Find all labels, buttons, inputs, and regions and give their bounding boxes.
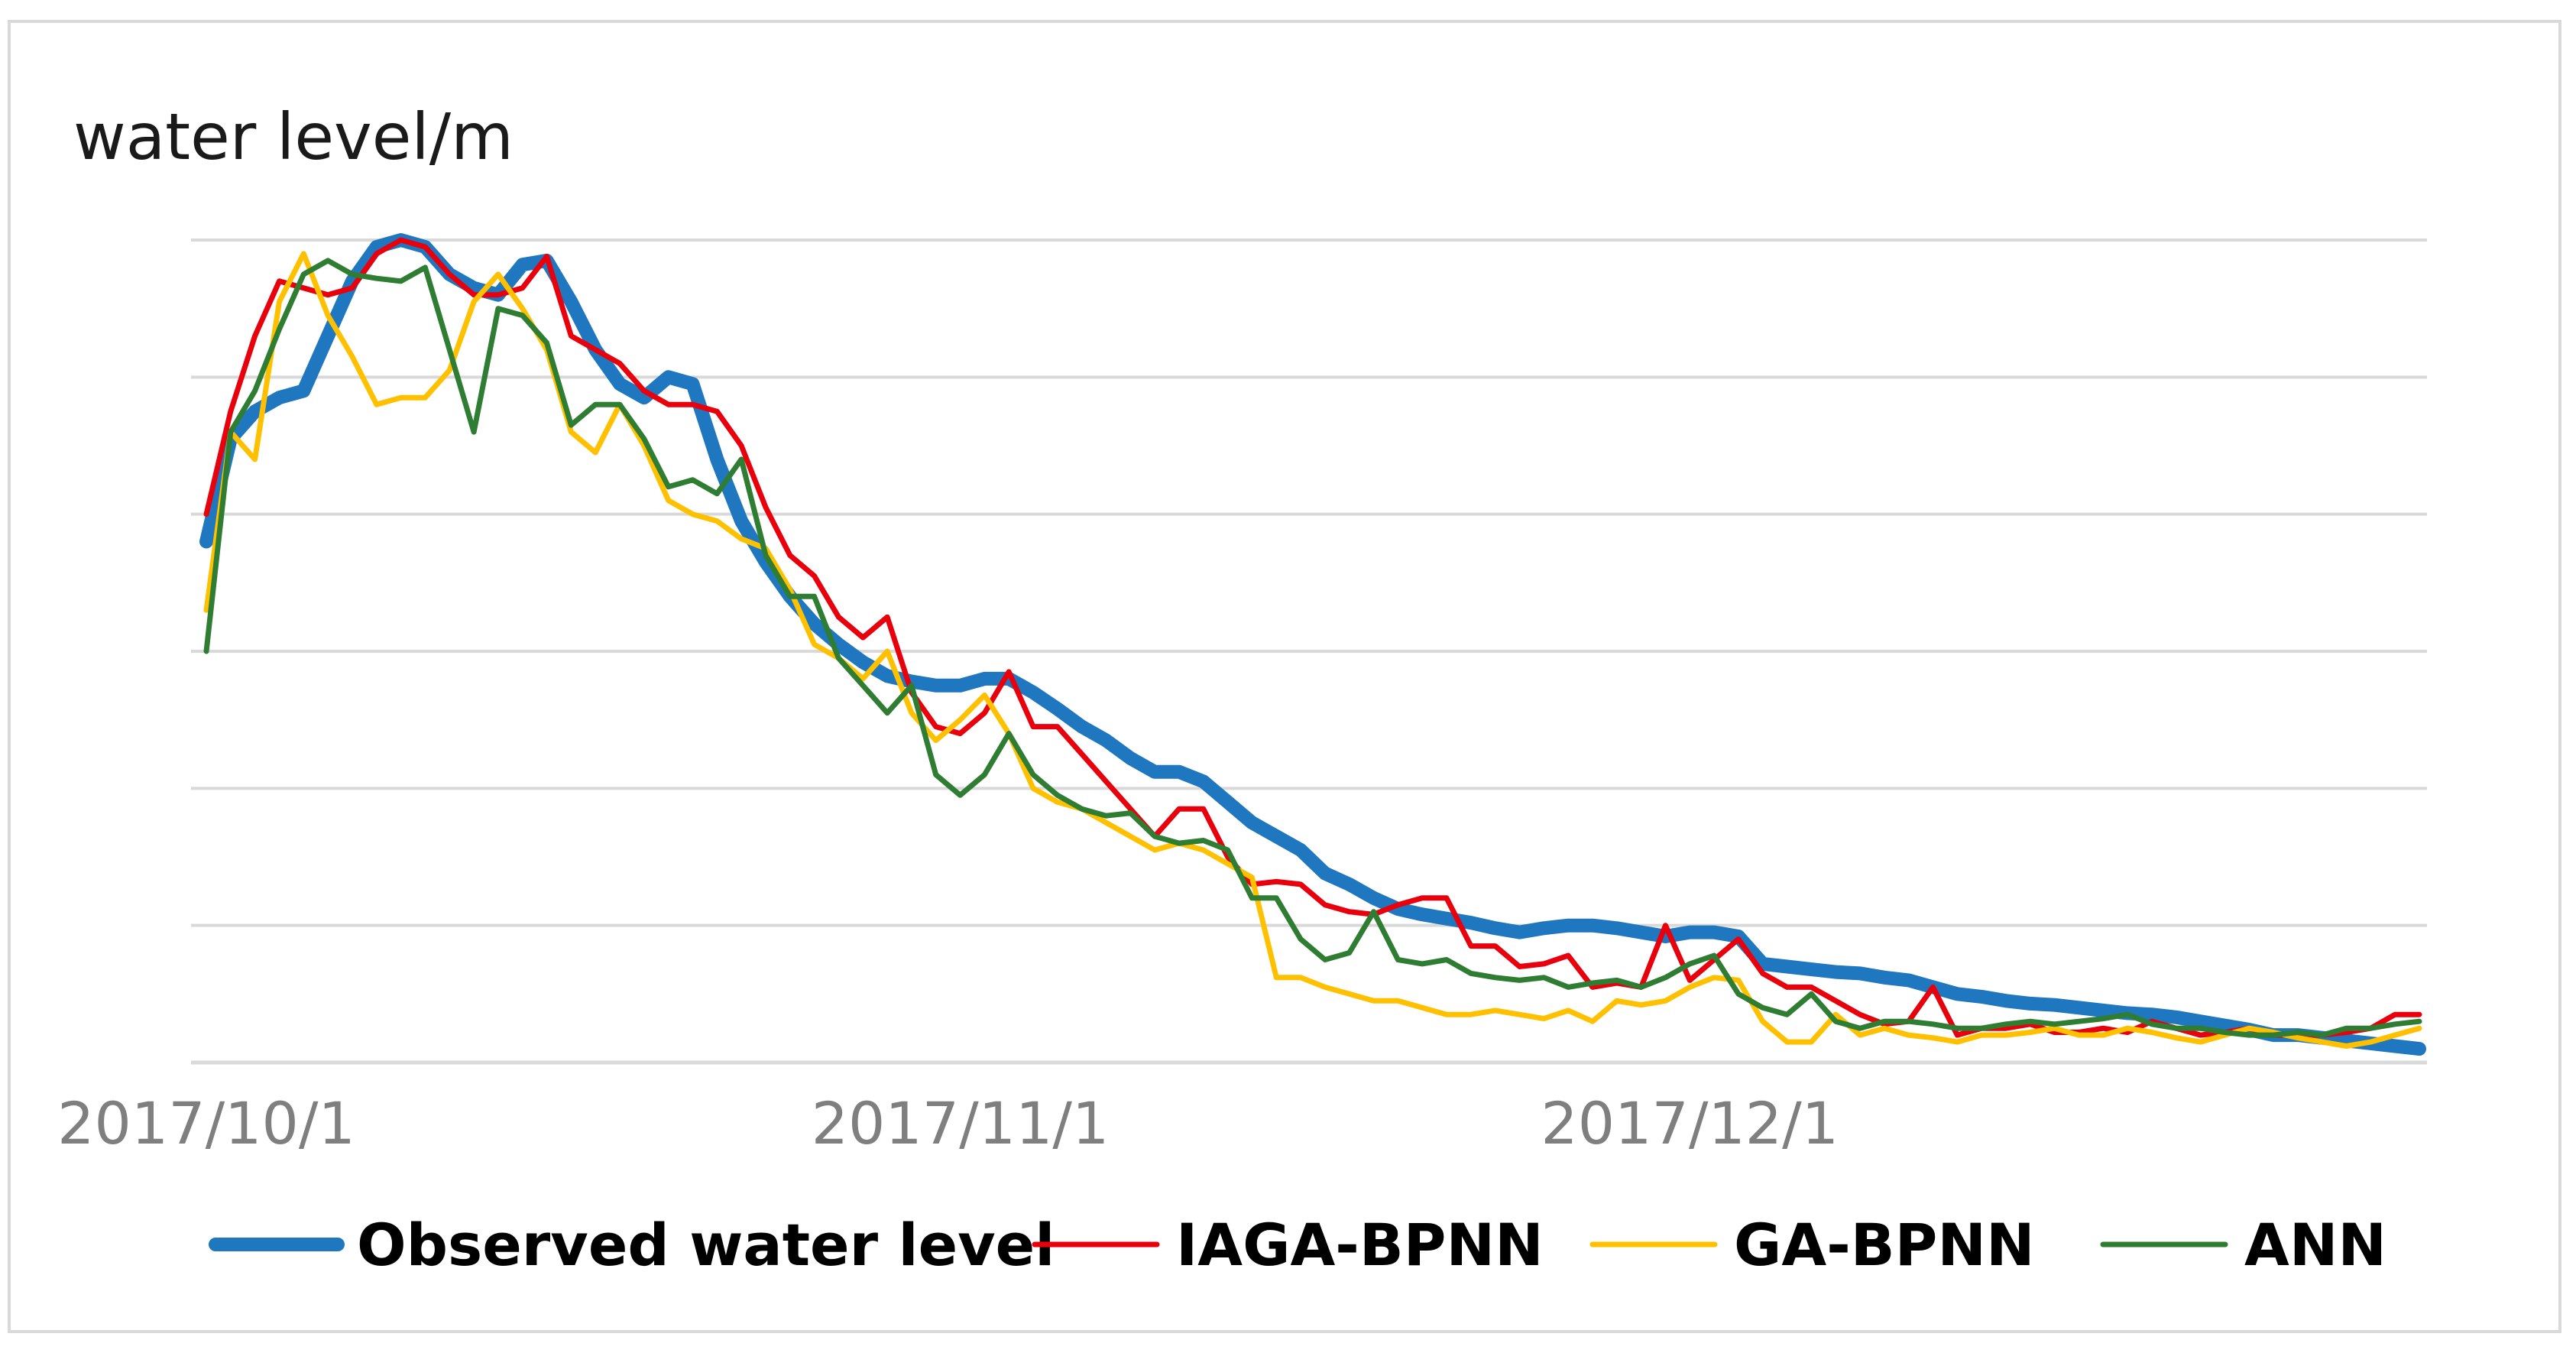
legend-label: IAGA-BPNN bbox=[1176, 1211, 1544, 1279]
legend-label: Observed water level bbox=[357, 1211, 1055, 1279]
series-line-observed-water-level bbox=[199, 233, 2426, 1056]
series-lines bbox=[199, 233, 2426, 1056]
x-tick-labels: 2017/10/1 2017/11/1 2017/12/1 bbox=[57, 1089, 1839, 1157]
legend-label: ANN bbox=[2244, 1211, 2386, 1279]
x-tick-label: 2017/10/1 bbox=[57, 1089, 355, 1157]
y-axis-label: water level/m bbox=[73, 99, 514, 174]
series-line-ann bbox=[203, 258, 2422, 1038]
x-tick-label: 2017/11/1 bbox=[812, 1089, 1110, 1157]
gridlines bbox=[191, 238, 2427, 1065]
line-chart: water level/m 2017/10/1 2017/11/1 2017/12/… bbox=[57, 99, 2427, 1279]
legend-label: GA-BPNN bbox=[1734, 1211, 2035, 1279]
series-line-iaga-bpnn bbox=[203, 237, 2422, 1038]
legend: Observed water level IAGA-BPNN GA-BPNN ANN bbox=[209, 1211, 2386, 1279]
series-line-ga-bpnn bbox=[203, 251, 2422, 1049]
chart-frame: water level/m 2017/10/1 2017/11/1 2017/12/… bbox=[8, 20, 2561, 1333]
x-tick-label: 2017/12/1 bbox=[1541, 1089, 1839, 1157]
